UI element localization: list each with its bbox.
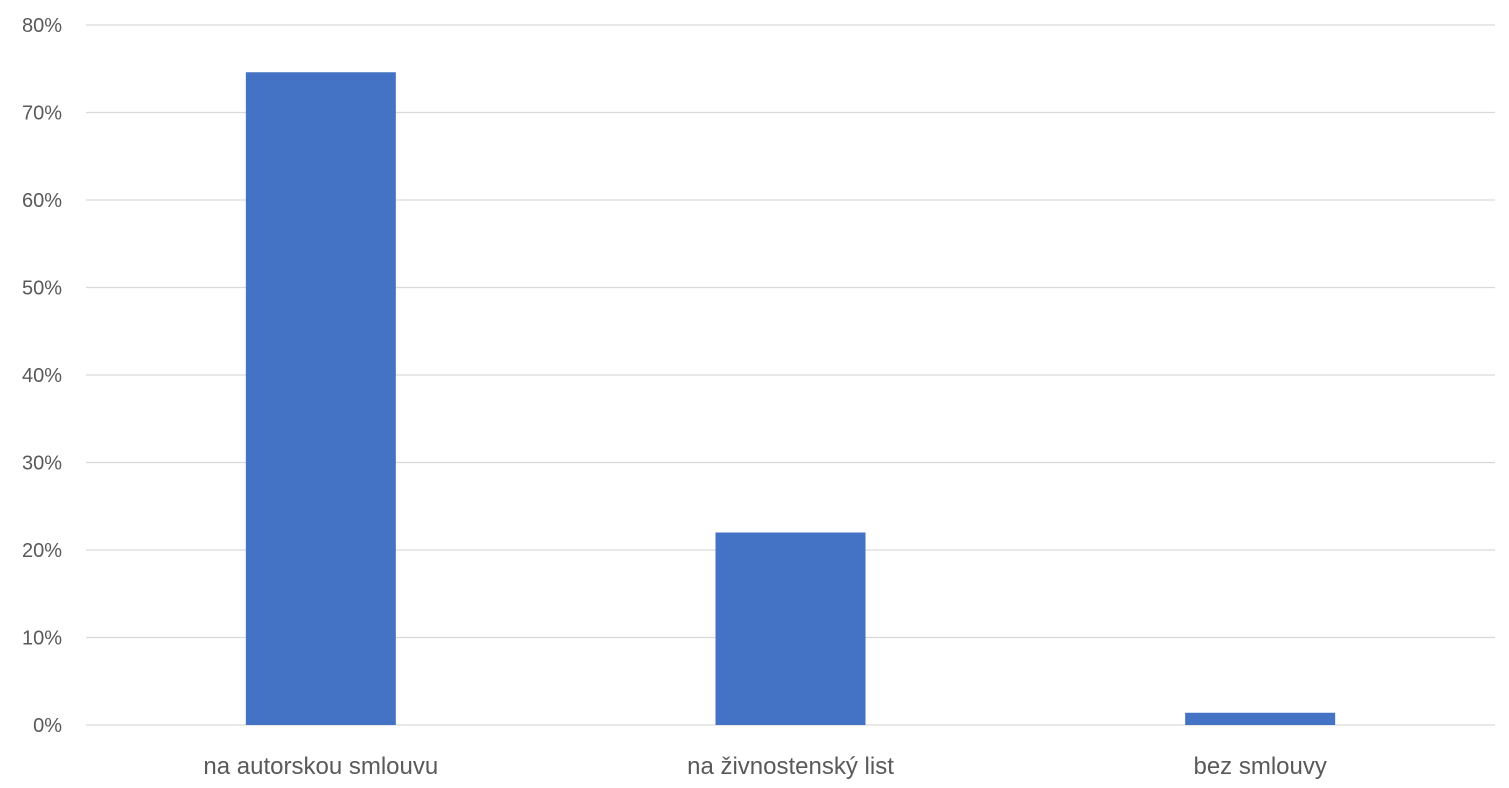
y-tick-label: 0%: [33, 715, 62, 737]
y-tick-label: 40%: [22, 365, 62, 387]
x-tick-label: na autorskou smlouvu: [203, 753, 438, 780]
bar: [1185, 712, 1336, 725]
x-tick-label: na živnostenský list: [687, 753, 894, 780]
y-axis-ticks: 0% 10% 20% 30% 40% 50% 60% 70% 80%: [22, 15, 62, 737]
y-tick-label: 20%: [22, 540, 62, 562]
y-tick-label: 50%: [22, 278, 62, 300]
y-tick-label: 30%: [22, 453, 62, 475]
y-tick-label: 70%: [22, 103, 62, 125]
x-axis-ticks: na autorskou smlouvu na živnostenský list…: [203, 753, 1326, 780]
y-tick-label: 80%: [22, 15, 62, 37]
y-tick-label: 10%: [22, 628, 62, 650]
bar: [715, 532, 866, 725]
bar: [245, 72, 396, 725]
bars: [245, 72, 1336, 725]
x-tick-label: bez smlouvy: [1193, 753, 1326, 780]
y-tick-label: 60%: [22, 190, 62, 212]
